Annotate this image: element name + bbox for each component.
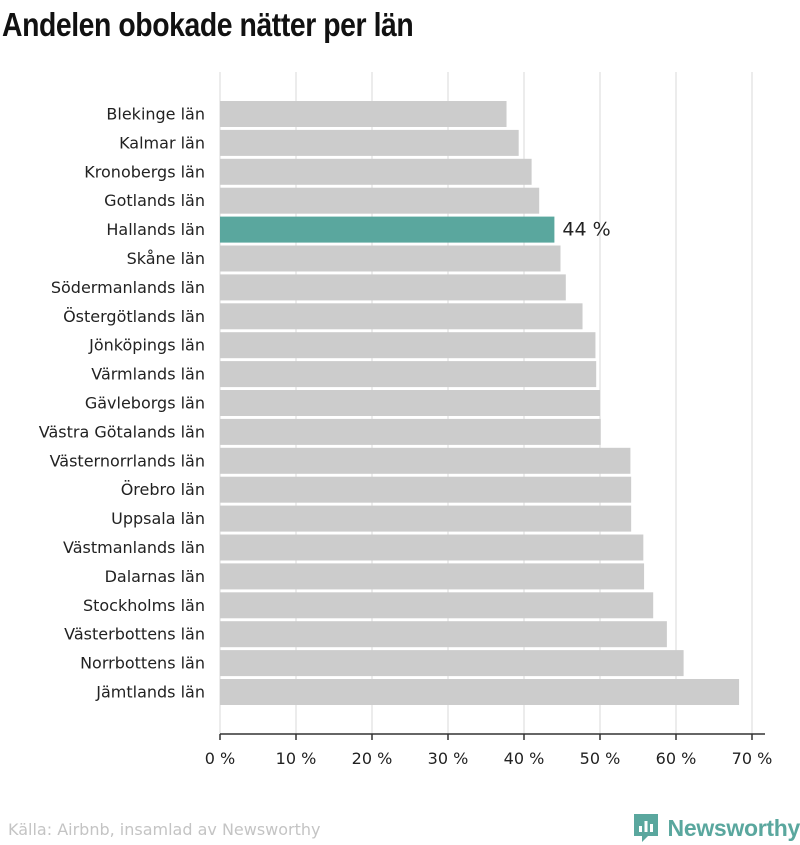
bar — [220, 274, 566, 301]
category-label: Dalarnas län — [105, 567, 205, 586]
category-label: Västmanlands län — [63, 538, 205, 557]
x-tick-label: 30 % — [428, 749, 469, 768]
bar — [220, 361, 597, 388]
category-label: Kronobergs län — [84, 162, 205, 181]
category-label: Värmlands län — [91, 365, 205, 384]
category-label: Hallands län — [106, 220, 205, 239]
x-tick-label: 0 % — [205, 749, 235, 768]
category-label: Jämtlands län — [95, 683, 205, 702]
category-label: Östergötlands län — [63, 307, 205, 326]
bar — [220, 332, 596, 359]
x-tick-label: 40 % — [504, 749, 545, 768]
bar — [220, 418, 601, 445]
category-label: Norrbottens län — [80, 654, 205, 673]
x-tick-label: 60 % — [656, 749, 697, 768]
bar — [220, 679, 740, 705]
category-label: Uppsala län — [111, 509, 205, 528]
bar — [220, 650, 684, 677]
category-label: Västernorrlands län — [50, 451, 205, 470]
bar — [220, 390, 600, 416]
bar — [220, 534, 644, 561]
bar — [220, 476, 632, 503]
x-tick-label: 70 % — [732, 749, 773, 768]
brand[interactable]: Newsworthy — [632, 812, 800, 844]
bar — [220, 621, 667, 648]
bar — [220, 245, 561, 272]
data-label: 44 % — [562, 219, 610, 241]
bar — [220, 563, 645, 590]
source-note: Källa: Airbnb, insamlad av Newsworthy — [8, 820, 321, 839]
bar — [220, 158, 532, 185]
bar — [220, 216, 555, 243]
category-label: Jönköpings län — [88, 336, 205, 355]
x-tick-label: 10 % — [276, 749, 317, 768]
category-label: Stockholms län — [83, 596, 205, 615]
bar — [220, 101, 507, 127]
category-label: Gotlands län — [104, 191, 205, 210]
bar — [220, 303, 583, 330]
x-tick-label: 20 % — [352, 749, 393, 768]
bar — [220, 505, 632, 532]
chart-title: Andelen obokade nätter per län — [2, 6, 414, 43]
category-label: Kalmar län — [119, 133, 205, 152]
bar — [220, 187, 540, 214]
category-label: Gävleborgs län — [85, 394, 205, 413]
bar — [220, 592, 654, 619]
newsworthy-logo-icon — [633, 814, 658, 842]
category-label: Västerbottens län — [64, 625, 205, 644]
category-label: Örebro län — [121, 480, 205, 499]
category-label: Västra Götalands län — [39, 422, 205, 441]
bar — [220, 129, 519, 156]
brand-name: Newsworthy — [667, 814, 800, 841]
x-tick-label: 50 % — [580, 749, 621, 768]
category-label: Blekinge län — [106, 105, 205, 124]
category-label: Skåne län — [127, 249, 205, 268]
bar — [220, 447, 631, 474]
category-label: Södermanlands län — [51, 278, 205, 297]
